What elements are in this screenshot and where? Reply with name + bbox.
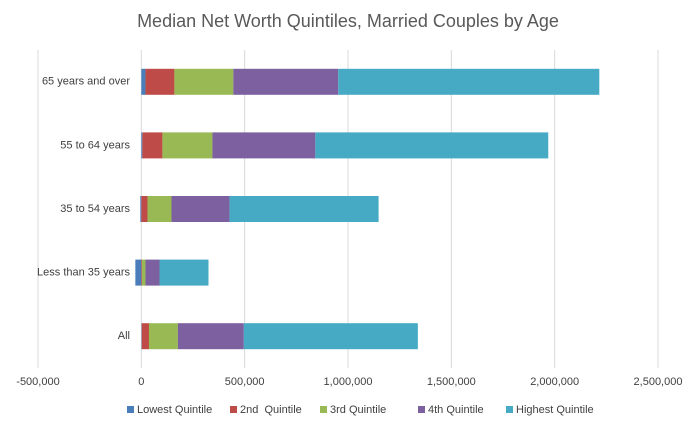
chart-title: Median Net Worth Quintiles, Married Coup…	[137, 11, 559, 31]
bar-segment	[142, 132, 163, 159]
bar-segment	[145, 259, 160, 286]
x-tick-label: 1,500,000	[427, 376, 476, 388]
x-tick-label: -500,000	[16, 376, 59, 388]
bar-segment	[141, 68, 146, 95]
legend-label: 4th Quintile	[428, 404, 484, 416]
bar-segment	[212, 132, 316, 159]
bar-segment	[141, 196, 148, 222]
bar-segment	[141, 132, 143, 159]
y-tick-label: 55 to 64 years	[60, 139, 130, 151]
bar-segment	[141, 259, 146, 286]
legend-label: Highest Quintile	[516, 404, 594, 416]
legend-swatch	[230, 406, 237, 413]
bar-segment	[171, 196, 230, 222]
y-tick-label: Less than 35 years	[37, 267, 130, 279]
y-tick-label: 35 to 54 years	[60, 203, 130, 215]
y-tick-label: 65 years and over	[42, 76, 130, 88]
legend-swatch	[127, 406, 134, 413]
bar-segment	[229, 196, 379, 222]
bar-segment	[315, 132, 549, 159]
x-tick-label: 500,000	[225, 376, 265, 388]
bar-segment	[141, 323, 149, 350]
bar-segment	[177, 323, 244, 350]
bar-segment	[135, 259, 142, 286]
bar-segment	[159, 259, 209, 286]
bar-segment	[145, 68, 175, 95]
bar-segment	[141, 259, 142, 286]
x-tick-label: 0	[138, 376, 144, 388]
legend-swatch	[320, 406, 327, 413]
bar-segment	[140, 196, 142, 222]
bar-segment	[338, 68, 600, 95]
bar-segment	[233, 68, 339, 95]
bar-segment	[147, 196, 172, 222]
legend-label: Lowest Quintile	[137, 404, 212, 416]
y-tick-label: All	[118, 330, 130, 342]
legend-label: 2nd Quintile	[240, 404, 302, 416]
bar-segment	[243, 323, 418, 350]
bar-segment	[174, 68, 234, 95]
x-tick-label: 2,500,000	[634, 376, 683, 388]
legend-swatch	[506, 406, 513, 413]
bar-segment	[162, 132, 213, 159]
x-tick-label: 2,000,000	[530, 376, 579, 388]
legend-swatch	[418, 406, 425, 413]
x-tick-label: 1,000,000	[324, 376, 373, 388]
legend-label: 3rd Quintile	[330, 404, 386, 416]
bar-segment	[148, 323, 178, 350]
